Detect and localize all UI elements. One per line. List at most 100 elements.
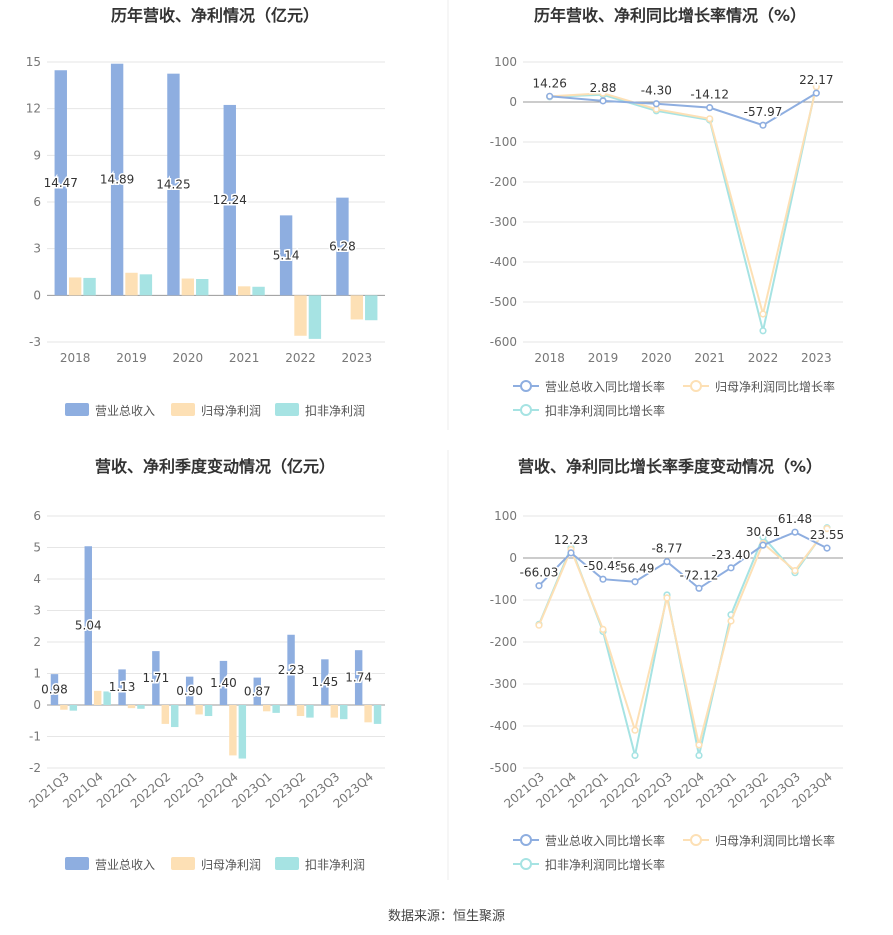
series-line-net-profit [549, 86, 818, 315]
legend-swatch [65, 403, 89, 416]
bar-revenue [223, 104, 236, 296]
data-label: 61.48 [778, 512, 812, 526]
chart-legend: 营业总收入 归母净利润 扣非净利润 [65, 857, 365, 872]
bar-deducted-profit [306, 705, 314, 718]
data-label: 5.14 [273, 248, 300, 262]
bar-revenue [321, 659, 329, 705]
data-point [546, 92, 554, 100]
data-point [631, 578, 639, 586]
data-point [599, 97, 607, 105]
y-tick-label: -1 [29, 730, 41, 744]
data-point [631, 726, 639, 734]
data-point [652, 100, 660, 108]
data-label: 1.40 [210, 676, 237, 690]
x-tick-label: 2019 [116, 351, 147, 365]
data-point [695, 751, 703, 760]
data-label: 0.87 [244, 684, 271, 698]
data-label: 30.61 [746, 525, 780, 539]
legend-swatch [171, 403, 195, 416]
legend-label: 营业总收入同比增长率 [545, 379, 665, 394]
data-label: 5.04 [75, 619, 102, 633]
legend-label: 归母净利润 [201, 404, 261, 418]
y-tick-label: -2 [29, 761, 41, 775]
y-tick-label: 100 [494, 509, 517, 523]
chart-title: 营收、净利季度变动情况（亿元） [95, 457, 335, 476]
chart-legend: 营业总收入 归母净利润 扣非净利润 [65, 403, 365, 418]
bar-revenue [110, 63, 124, 296]
data-label: -4.30 [641, 84, 672, 98]
legend-label: 归母净利润同比增长率 [715, 833, 835, 848]
legend-marker [520, 834, 532, 846]
data-label: 14.25 [156, 178, 190, 192]
y-tick-label: 9 [33, 148, 41, 162]
data-point [535, 621, 543, 629]
y-tick-label: -400 [490, 255, 517, 269]
x-tick-label: 2021 [229, 351, 260, 365]
data-point [759, 327, 767, 335]
x-tick-label: 2023 [342, 351, 373, 365]
data-label: 1.71 [143, 671, 170, 685]
bar-net-profit [125, 272, 138, 296]
y-tick-label: -300 [490, 215, 517, 229]
bar-deducted-profit [171, 705, 179, 728]
bar-revenue [336, 197, 349, 296]
data-point [706, 115, 714, 123]
legend-marker [690, 834, 702, 846]
data-label: -8.77 [651, 542, 682, 556]
bar-net-profit [350, 295, 364, 320]
data-label: 1.74 [345, 671, 372, 685]
bar-net-profit [330, 705, 339, 718]
y-tick-label: -100 [490, 135, 517, 149]
data-label: 23.55 [810, 528, 844, 542]
data-label: 14.47 [44, 176, 78, 190]
y-tick-label: -500 [490, 761, 517, 775]
bar-deducted-profit [340, 705, 348, 720]
bar-revenue [50, 674, 59, 705]
legend-swatch [275, 403, 299, 416]
data-point [759, 541, 767, 549]
bar-revenue [167, 73, 180, 296]
legend-label: 营业总收入同比增长率 [545, 833, 665, 848]
bar-deducted-profit [252, 286, 265, 296]
data-label: 6.28 [329, 239, 356, 253]
data-point [727, 617, 735, 625]
data-label: -23.40 [712, 548, 751, 562]
bar-revenue [118, 669, 126, 705]
data-label: 2.23 [278, 663, 305, 677]
x-tick-label: 2018 [60, 351, 91, 365]
bar-net-profit [364, 705, 372, 723]
x-tick-label: 2022 [285, 351, 316, 365]
data-point [759, 310, 767, 318]
chart-title: 历年营收、净利情况（亿元） [111, 6, 319, 25]
data-label: 12.23 [554, 533, 588, 547]
y-tick-label: 2 [33, 635, 41, 649]
x-tick-label: 2023 [801, 351, 832, 365]
bar-revenue [287, 634, 295, 705]
data-point [727, 564, 735, 572]
bar-net-profit [93, 690, 102, 705]
y-tick-label: 3 [33, 242, 41, 256]
y-tick-label: 12 [26, 102, 41, 116]
bar-deducted-profit [196, 279, 209, 296]
chart-panel-3: 营收、净利季度变动情况（亿元）-2-101234562021Q32021Q420… [26, 457, 385, 872]
bar-net-profit [181, 278, 195, 296]
data-label: 12.24 [213, 193, 247, 207]
bar-net-profit [68, 277, 82, 296]
y-tick-label: -3 [29, 335, 41, 349]
x-tick-label: 2022 [748, 351, 779, 365]
data-point [823, 544, 831, 552]
y-tick-label: 0 [33, 698, 41, 712]
chart-panel-1: 历年营收、净利情况（亿元） -3 0 3 6 9 12 15 2018 2019 2020 2021 2… [26, 6, 385, 418]
data-point [599, 575, 607, 583]
bar-revenue [185, 676, 194, 705]
legend-swatch [275, 857, 299, 870]
data-label: -56.49 [616, 562, 655, 576]
data-point [567, 549, 575, 557]
bar-revenue [84, 546, 92, 705]
legend-label: 扣非净利润 [305, 858, 365, 872]
data-point [599, 89, 607, 97]
chart-title: 历年营收、净利同比增长率情况（%） [534, 6, 806, 25]
legend-label: 扣非净利润同比增长率 [545, 403, 665, 418]
y-tick-label: -200 [490, 175, 517, 189]
